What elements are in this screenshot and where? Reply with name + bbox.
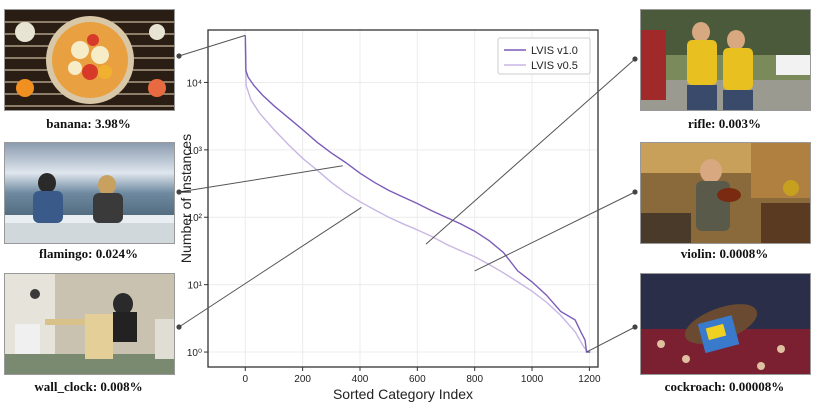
axis-ticks: 0 200 400 600 800 1000 1200 10⁰ 10¹ 10² 10³ 10⁴ (187, 78, 601, 385)
callout-dot (632, 56, 638, 62)
banana-caption: banana: 3.98% (46, 116, 131, 131)
rifle-photo (640, 9, 811, 111)
y-tick-label: 10¹ (188, 281, 203, 292)
x-tick-label: 1200 (578, 374, 601, 385)
y-axis-label: Number of Instances (178, 134, 194, 263)
x-tick-label: 200 (294, 374, 311, 385)
callout-line (178, 206, 362, 328)
callout-dot (176, 324, 182, 330)
x-tick-label: 1000 (521, 374, 544, 385)
x-tick-label: 600 (409, 374, 426, 385)
grid (208, 30, 598, 367)
legend-label: LVIS v0.5 (531, 60, 578, 72)
cockroach-caption: cockroach: 0.00008% (664, 379, 785, 394)
y-tick-label: 10³ (188, 146, 203, 157)
wall-clock-photo (4, 273, 175, 375)
x-tick-label: 800 (466, 374, 483, 385)
flamingo-photo (4, 142, 175, 244)
callout-dot (176, 53, 182, 59)
x-tick-label: 0 (242, 374, 248, 385)
series-lines (244, 35, 591, 353)
wall-clock-caption: wall_clock: 0.008% (34, 379, 143, 394)
y-tick-label: 10⁰ (187, 348, 202, 359)
callout-line (425, 58, 636, 245)
series-line (244, 35, 591, 353)
callout-dot (176, 189, 182, 195)
violin-photo (640, 142, 811, 244)
flamingo-caption: flamingo: 0.024% (39, 246, 138, 261)
callout-line (178, 34, 246, 57)
callout-lines (176, 34, 638, 353)
y-tick-label: 10⁴ (187, 78, 202, 89)
callout-line (178, 165, 343, 193)
callout-line (586, 326, 636, 353)
violin-caption: violin: 0.0008% (680, 246, 769, 261)
legend-label: LVIS v1.0 (531, 45, 578, 57)
plot-frame (207, 29, 599, 368)
legend: LVIS v1.0 LVIS v0.5 (497, 37, 591, 75)
series-line (244, 41, 589, 353)
y-tick-label: 10² (188, 213, 203, 224)
callout-dot (632, 189, 638, 195)
rifle-caption: rifle: 0.003% (688, 116, 761, 131)
x-tick-label: 400 (352, 374, 369, 385)
banana-photo (4, 9, 175, 111)
callout-line (474, 191, 636, 272)
callout-dot (632, 324, 638, 330)
cockroach-photo (640, 273, 811, 375)
x-axis-label: Sorted Category Index (333, 386, 473, 402)
